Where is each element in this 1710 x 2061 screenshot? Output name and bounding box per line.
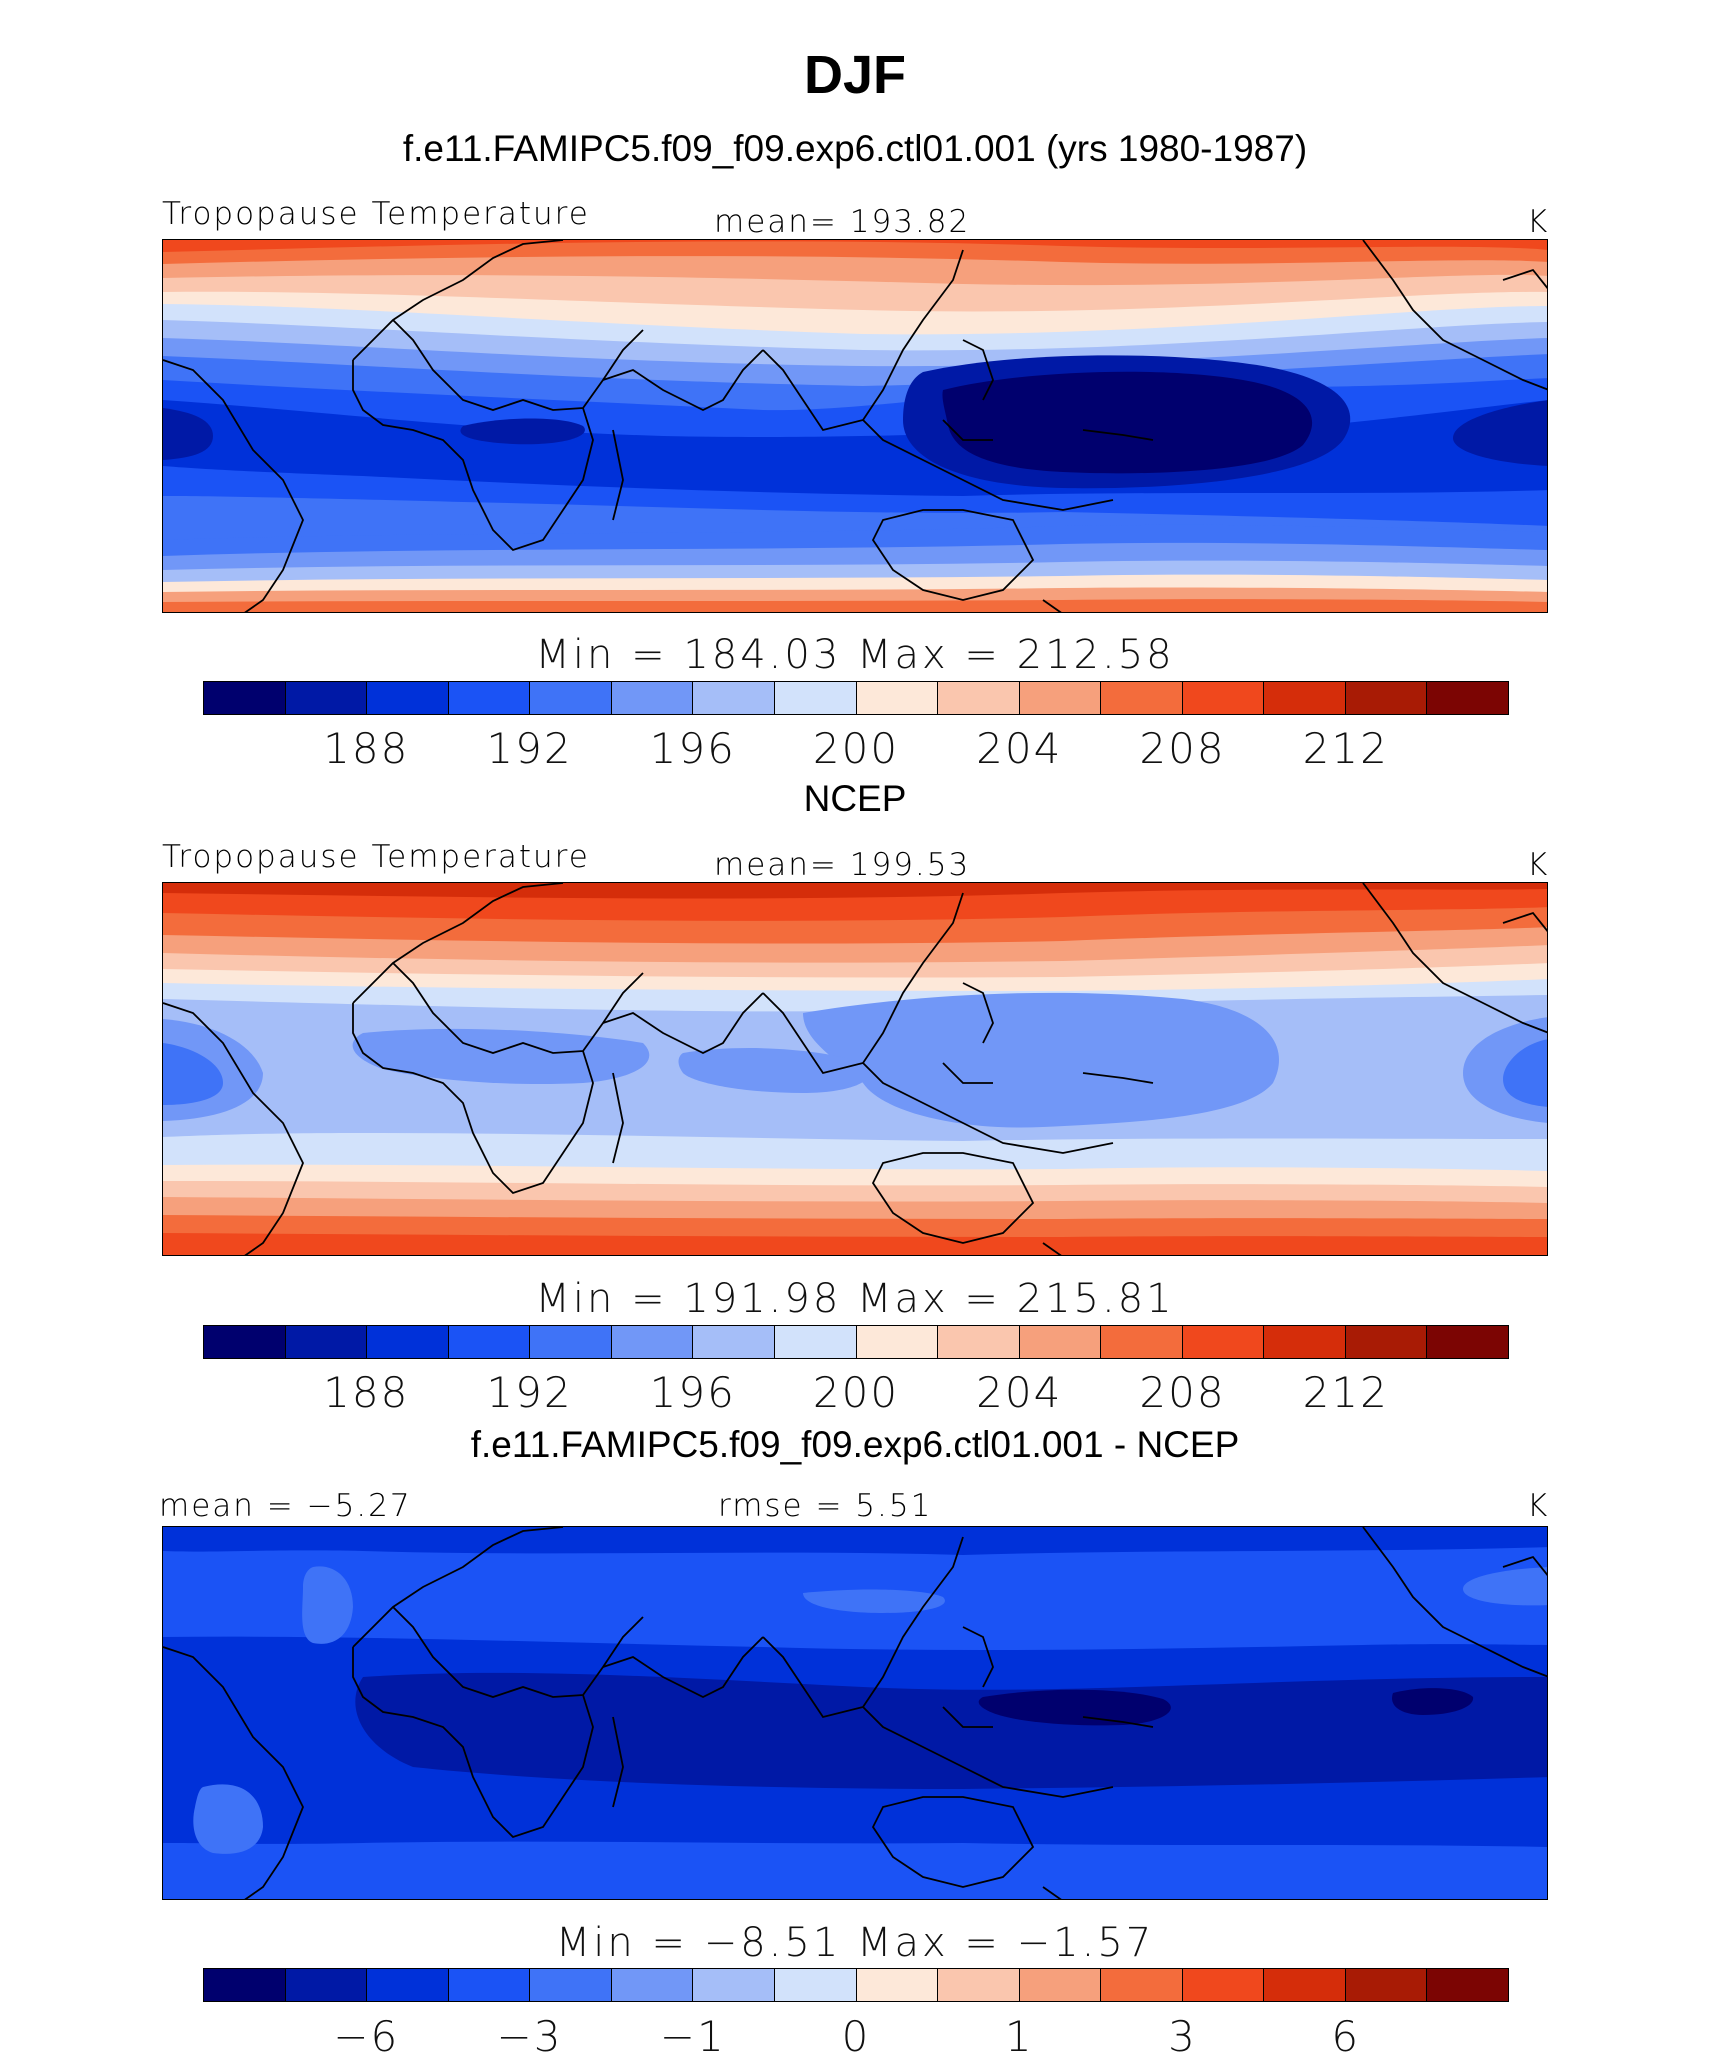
panel-2-colorbar-tick: 200 xyxy=(812,1368,900,1417)
panel-3-map xyxy=(162,1526,1548,1900)
panel-3-mean-label: mean = −5.27 xyxy=(159,1488,412,1524)
colorbar-swatch-14 xyxy=(1264,682,1346,714)
colorbar-swatch-4 xyxy=(448,1969,531,2001)
figure-title: DJF xyxy=(803,45,906,105)
panel-1-colorbar-tick: 192 xyxy=(486,724,573,773)
colorbar-swatch-11 xyxy=(1019,1326,1102,1358)
panel-3-colorbar xyxy=(203,1968,1509,2002)
colorbar-swatch-15 xyxy=(1345,682,1428,714)
panel-3-colorbar-tick: 0 xyxy=(841,2012,871,2061)
colorbar-swatch-10 xyxy=(938,682,1020,714)
panel-3-colorbar-tick: −3 xyxy=(496,2012,563,2061)
panel-3-colorbar-tick: 1 xyxy=(1004,2012,1034,2061)
colorbar-swatch-1 xyxy=(204,1326,286,1358)
colorbar-swatch-9 xyxy=(856,1326,939,1358)
panel-2-mean-label: mean= 199.53 xyxy=(714,847,971,883)
panel-2-colorbar-tick: 204 xyxy=(976,1368,1063,1417)
colorbar-swatch-11 xyxy=(1019,682,1102,714)
colorbar-swatch-3 xyxy=(367,1969,449,2001)
panel-3-minmax: Min = −8.51 Max = −1.57 xyxy=(555,1920,1155,1966)
colorbar-swatch-11 xyxy=(1019,1969,1102,2001)
colorbar-swatch-13 xyxy=(1182,682,1265,714)
colorbar-swatch-4 xyxy=(448,1326,531,1358)
colorbar-swatch-2 xyxy=(285,682,368,714)
colorbar-swatch-12 xyxy=(1101,1969,1183,2001)
colorbar-swatch-2 xyxy=(285,1969,368,2001)
colorbar-swatch-14 xyxy=(1264,1969,1346,2001)
panel-2-heading: NCEP xyxy=(803,778,907,819)
colorbar-swatch-16 xyxy=(1427,1326,1508,1358)
panel-1-colorbar-tick: 208 xyxy=(1139,724,1226,773)
panel-2-minmax: Min = 191.98 Max = 215.81 xyxy=(535,1276,1175,1322)
colorbar-swatch-5 xyxy=(530,1326,612,1358)
panel-2-map xyxy=(162,882,1548,1256)
panel-2-unit-label: K xyxy=(1527,847,1550,883)
panel-3-colorbar-tick: −1 xyxy=(659,2012,726,2061)
colorbar-swatch-13 xyxy=(1182,1969,1265,2001)
colorbar-swatch-7 xyxy=(693,1326,775,1358)
colorbar-swatch-8 xyxy=(774,1326,857,1358)
colorbar-swatch-12 xyxy=(1101,1326,1183,1358)
panel-1-colorbar-tick: 200 xyxy=(812,724,900,773)
colorbar-swatch-6 xyxy=(611,1326,694,1358)
panel-1-heading: f.e11.FAMIPC5.f09_f09.exp6.ctl01.001 (yr… xyxy=(402,128,1308,169)
colorbar-swatch-7 xyxy=(693,682,775,714)
panel-1-colorbar-tick: 204 xyxy=(976,724,1063,773)
panel-1-colorbar-tick: 212 xyxy=(1302,724,1389,773)
panel-1-variable-label: Tropopause Temperature xyxy=(162,196,590,232)
panel-2-colorbar-tick: 188 xyxy=(323,1368,410,1417)
panel-3-heading: f.e11.FAMIPC5.f09_f09.exp6.ctl01.001 - N… xyxy=(470,1424,1240,1465)
panel-2-variable-label: Tropopause Temperature xyxy=(162,839,590,875)
panel-1-colorbar-tick: 188 xyxy=(323,724,410,773)
colorbar-swatch-8 xyxy=(774,682,857,714)
colorbar-swatch-16 xyxy=(1427,1969,1508,2001)
panel-2-colorbar-tick: 212 xyxy=(1302,1368,1389,1417)
panel-3-colorbar-tick: 3 xyxy=(1168,2012,1197,2061)
panel-2-colorbar xyxy=(203,1325,1509,1359)
colorbar-swatch-10 xyxy=(938,1326,1020,1358)
panel-2-colorbar-tick: 196 xyxy=(649,1368,736,1417)
colorbar-swatch-1 xyxy=(204,1969,286,2001)
panel-1-map xyxy=(162,239,1548,613)
colorbar-swatch-15 xyxy=(1345,1326,1428,1358)
colorbar-swatch-4 xyxy=(448,682,531,714)
colorbar-swatch-1 xyxy=(204,682,286,714)
colorbar-swatch-8 xyxy=(774,1969,857,2001)
panel-1-mean-label: mean= 193.82 xyxy=(714,204,971,240)
colorbar-swatch-6 xyxy=(611,682,694,714)
colorbar-swatch-9 xyxy=(856,682,939,714)
panel-3-rmse-label: rmse = 5.51 xyxy=(718,1488,933,1524)
panel-2-colorbar-tick: 192 xyxy=(486,1368,573,1417)
panel-2-contour-field xyxy=(163,883,1547,1255)
panel-1-colorbar-tick: 196 xyxy=(649,724,736,773)
colorbar-swatch-6 xyxy=(611,1969,694,2001)
panel-1-contour-field xyxy=(163,240,1547,612)
colorbar-swatch-5 xyxy=(530,682,612,714)
panel-3-contour-field xyxy=(163,1527,1547,1899)
colorbar-swatch-12 xyxy=(1101,682,1183,714)
colorbar-swatch-3 xyxy=(367,1326,449,1358)
colorbar-swatch-9 xyxy=(856,1969,939,2001)
panel-2-colorbar-tick: 208 xyxy=(1139,1368,1226,1417)
colorbar-swatch-15 xyxy=(1345,1969,1428,2001)
panel-1-unit-label: K xyxy=(1527,204,1550,240)
colorbar-swatch-14 xyxy=(1264,1326,1346,1358)
panel-3-colorbar-tick: −6 xyxy=(333,2012,400,2061)
panel-1-colorbar xyxy=(203,681,1509,715)
panel-3-colorbar-tick: 6 xyxy=(1331,2012,1361,2061)
panel-3-unit-label: K xyxy=(1527,1488,1550,1524)
colorbar-swatch-13 xyxy=(1182,1326,1265,1358)
panel-1-minmax: Min = 184.03 Max = 212.58 xyxy=(535,632,1175,678)
colorbar-swatch-10 xyxy=(938,1969,1020,2001)
colorbar-swatch-3 xyxy=(367,682,449,714)
colorbar-swatch-5 xyxy=(530,1969,612,2001)
colorbar-swatch-2 xyxy=(285,1326,368,1358)
colorbar-swatch-16 xyxy=(1427,682,1508,714)
colorbar-swatch-7 xyxy=(693,1969,775,2001)
